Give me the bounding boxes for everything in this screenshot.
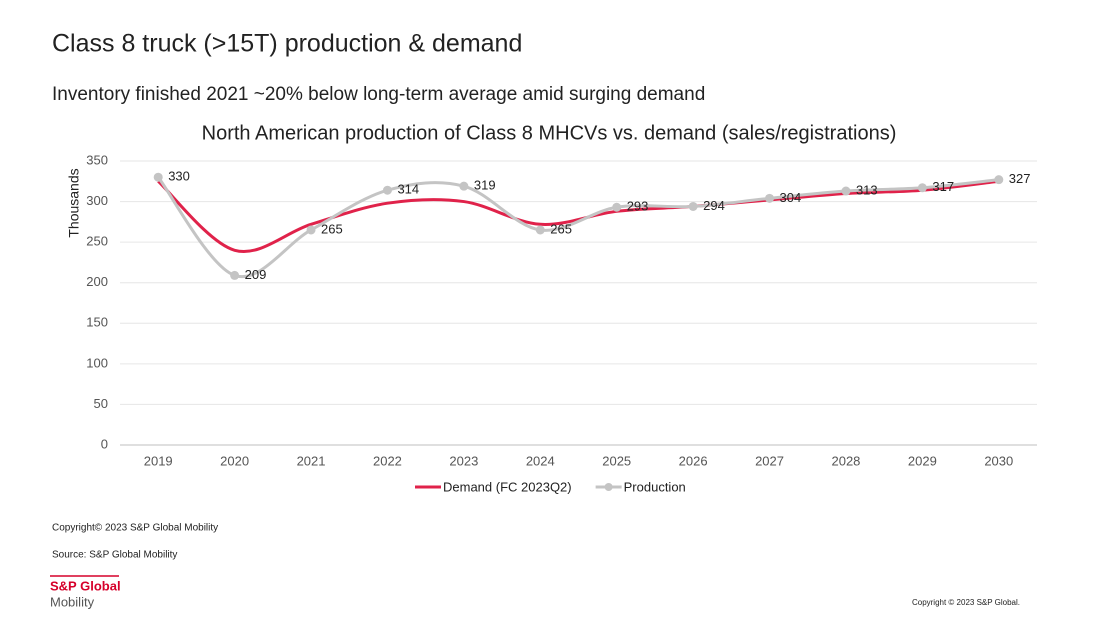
slide-title: Class 8 truck (>15T) production & demand <box>52 30 522 58</box>
x-tick-label: 2026 <box>679 453 708 468</box>
source: Source: S&P Global Mobility <box>52 550 177 561</box>
data-label: 327 <box>1009 171 1031 186</box>
y-axis-label: Thousands <box>66 168 82 237</box>
x-tick-label: 2023 <box>449 453 478 468</box>
corner-copyright: Copyright © 2023 S&P Global. <box>912 598 1020 607</box>
x-tick-label: 2029 <box>908 453 937 468</box>
data-label: 313 <box>856 182 878 197</box>
y-tick-label: 350 <box>86 152 108 167</box>
data-label: 294 <box>703 198 725 213</box>
x-tick-label: 2020 <box>220 453 249 468</box>
y-tick-label: 50 <box>94 396 108 411</box>
marker <box>917 183 927 193</box>
data-label: 209 <box>245 267 267 282</box>
data-label: 304 <box>780 190 802 205</box>
data-label: 319 <box>474 178 496 193</box>
logo-bottom: Mobility <box>50 594 95 609</box>
y-tick-label: 250 <box>86 234 108 249</box>
y-tick-label: 150 <box>86 315 108 330</box>
marker <box>382 185 392 195</box>
marker <box>535 225 545 235</box>
marker <box>306 225 316 235</box>
y-tick-label: 0 <box>101 436 108 451</box>
x-tick-label: 2024 <box>526 453 555 468</box>
x-tick-label: 2022 <box>373 453 402 468</box>
x-tick-label: 2030 <box>984 453 1013 468</box>
marker <box>765 193 775 203</box>
x-tick-label: 2021 <box>297 453 326 468</box>
marker <box>688 201 698 211</box>
data-label: 293 <box>627 199 649 214</box>
marker <box>153 172 163 182</box>
marker <box>994 175 1004 185</box>
chart-title: North American production of Class 8 MHC… <box>202 122 897 144</box>
data-label: 265 <box>321 221 343 236</box>
x-tick-label: 2025 <box>602 453 631 468</box>
data-label: 265 <box>550 221 572 236</box>
marker <box>841 186 851 196</box>
y-tick-label: 100 <box>86 355 108 370</box>
marker <box>459 181 469 191</box>
copyright: Copyright© 2023 S&P Global Mobility <box>52 523 218 534</box>
data-label: 317 <box>932 179 954 194</box>
slide-subtitle: Inventory finished 2021 ~20% below long-… <box>52 84 705 105</box>
legend-label: Production <box>624 479 686 494</box>
y-tick-label: 300 <box>86 193 108 208</box>
logo-top: S&P Global <box>50 578 121 593</box>
legend-label: Demand (FC 2023Q2) <box>443 479 572 494</box>
y-tick-label: 200 <box>86 274 108 289</box>
data-label: 314 <box>397 182 419 197</box>
x-tick-label: 2028 <box>831 453 860 468</box>
x-tick-label: 2019 <box>144 453 173 468</box>
data-label: 330 <box>168 169 190 184</box>
marker <box>612 202 622 212</box>
x-tick-label: 2027 <box>755 453 784 468</box>
legend-marker <box>604 483 613 491</box>
marker <box>230 270 240 280</box>
